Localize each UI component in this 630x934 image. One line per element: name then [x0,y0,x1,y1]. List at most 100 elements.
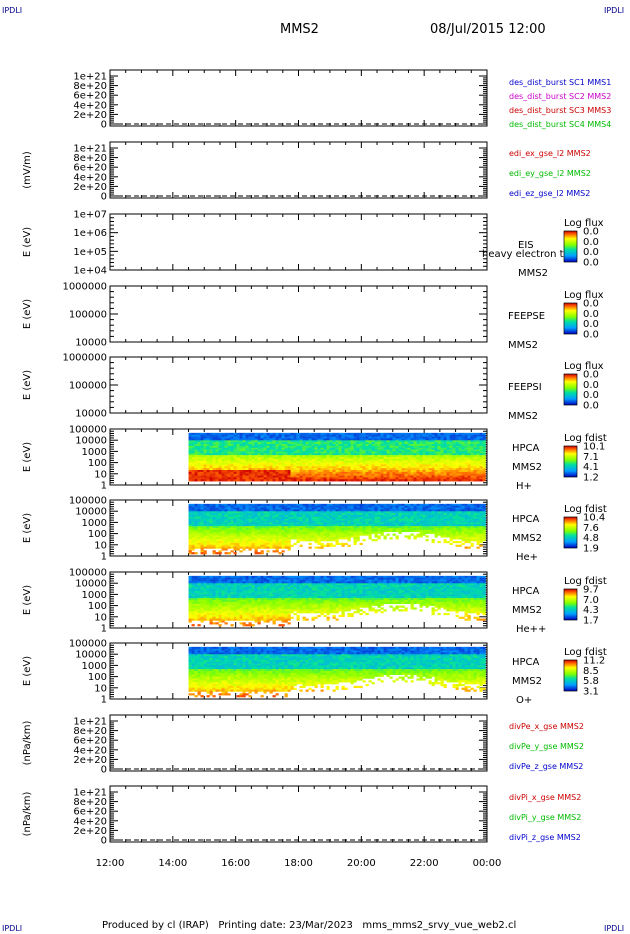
y-tick-label: 1000000 [62,353,107,364]
colorbar-value: 0.0 [583,401,599,412]
legend-entry: des_dist_burst SC2 MMS2 [509,92,611,101]
y-tick-label: 10000 [75,436,107,447]
legend-entry: divPi_y_gse MMS2 [509,813,581,822]
y-tick-label: 1 [101,481,107,492]
page-date: 08/Jul/2015 12:00 [430,22,546,37]
y-tick-label: 6e+20 [73,807,107,818]
y-tick-label: 100000 [69,425,107,436]
panel-label: EIS [518,240,534,251]
panel-label: He++ [516,624,546,635]
y-axis-label: (mV/m) [22,151,33,189]
x-tick-label: 12:00 [96,858,125,869]
colorbar [563,588,578,621]
panel-label: MMS2 [518,268,548,279]
y-tick-label: 0 [101,120,107,131]
y-tick-label: 1 [101,695,107,706]
legend-entry: divPi_x_gse MMS2 [509,793,581,802]
colorbar-value: 0.0 [583,237,599,248]
legend-entry: divPe_y_gse MMS2 [509,742,584,751]
y-tick-label: 10000 [75,579,107,590]
colorbar [563,516,578,549]
panel-label: HPCA [512,586,540,597]
corner-label-br: IPDLI [604,924,625,933]
panel-label: O+ [516,695,532,706]
colorbar-value: 0.0 [583,227,599,238]
y-axis-label: E (eV) [22,585,33,615]
y-tick-label: 10000 [75,409,107,420]
colorbar-value: 7.1 [583,452,599,463]
colorbar [563,373,578,406]
y-axis-label: E (eV) [22,656,33,686]
x-tick-label: 18:00 [284,858,313,869]
panel-label: MMS2 [512,605,542,616]
legend-entry: edi_ex_gse_l2 MMS2 [509,149,591,158]
colorbar-title: Log fdist [564,433,607,444]
colorbar-title: Log flux [564,218,604,229]
corner-label-tl: IPDLI [2,6,23,15]
x-tick-label: 20:00 [347,858,376,869]
footer-printing-date: Printing date: 23/Mar/2023 [218,920,353,931]
x-tick-label: 22:00 [410,858,439,869]
y-tick-label: 8e+20 [73,797,107,808]
panel-frame [109,213,488,271]
panel-frame [109,356,488,414]
colorbar-value: 3.1 [583,687,599,698]
colorbar-title: Log fdist [564,504,607,515]
panel-frame [109,69,488,127]
colorbar-value: 0.0 [583,380,599,391]
y-tick-label: 1e+21 [73,788,107,799]
y-tick-label: 10 [94,612,107,623]
legend-entry: edi_ey_gse_l2 MMS2 [509,169,591,178]
y-tick-label: 100 [88,672,107,683]
panel-frame [109,785,488,843]
y-tick-label: 1000 [82,590,107,601]
y-axis-label: E (eV) [22,370,33,400]
y-tick-label: 10 [94,469,107,480]
colorbar-value: 4.8 [583,533,599,544]
y-tick-label: 1000000 [62,282,107,293]
y-tick-label: 1 [101,552,107,563]
colorbar [563,659,578,692]
colorbar-title: Log fdist [564,576,607,587]
y-tick-label: 6e+20 [73,736,107,747]
colorbar-value: 10.1 [583,442,605,453]
y-tick-label: 1000 [82,661,107,672]
y-tick-label: 8e+20 [73,153,107,164]
y-tick-label: 2e+20 [73,182,107,193]
y-tick-label: 1e+21 [73,144,107,155]
y-tick-label: 2e+20 [73,755,107,766]
y-tick-label: 1 [101,624,107,635]
colorbar-value: 0.0 [583,330,599,341]
y-tick-label: 10000 [75,507,107,518]
colorbar-value: 0.0 [583,258,599,269]
colorbar-value: 0.0 [583,247,599,258]
x-tick-label: 14:00 [158,858,187,869]
colorbar-title: Log flux [564,361,604,372]
panel-feepse: 1000000 100000 10000 E (eV) FEEPSE MMS2 Log fl… [22,282,604,352]
panel-label: MMS2 [508,340,538,351]
spectrogram [188,503,486,555]
colorbar-value: 0.0 [583,390,599,401]
colorbar-value: 0.0 [583,319,599,330]
colorbar [563,302,578,335]
colorbar-title: Log fdist [564,647,607,658]
panel-label: HPCA [512,443,540,454]
colorbar-value: 1.2 [583,473,599,484]
corner-label-bl: IPDLI [2,924,23,933]
panel-label: HPCA [512,657,540,668]
y-tick-label: 4e+20 [73,172,107,183]
y-tick-label: 4e+20 [73,816,107,827]
panel-label: MMS2 [512,462,542,473]
colorbar-value: 1.7 [583,616,599,627]
y-tick-label: 100000 [69,568,107,579]
y-tick-label: 1e+06 [73,228,107,239]
